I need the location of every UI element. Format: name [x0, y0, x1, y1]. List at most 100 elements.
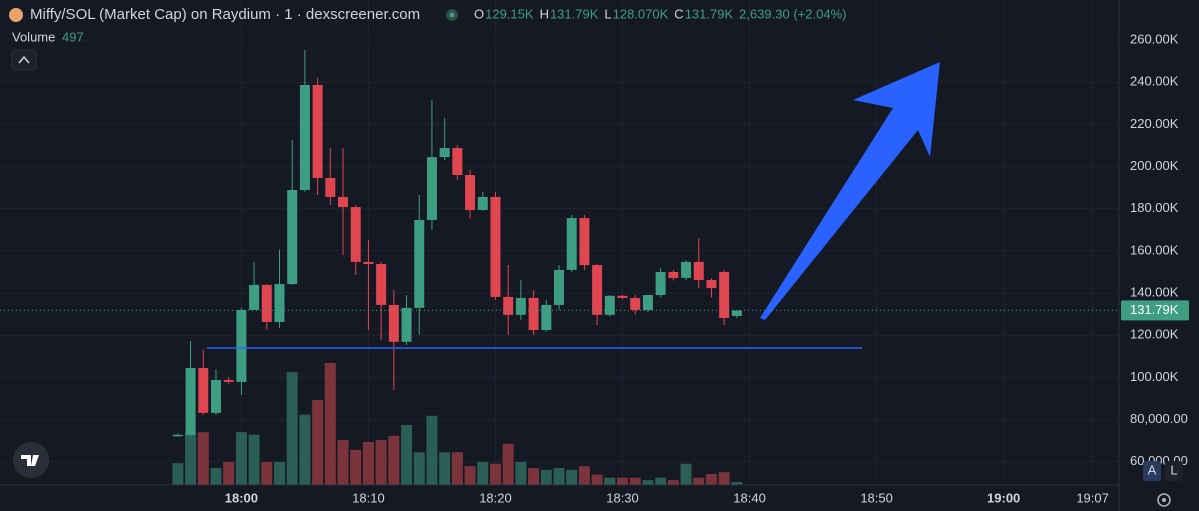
volume-bar [705, 474, 717, 485]
volume-bar [489, 463, 501, 485]
x-tick-label: 18:10 [352, 490, 385, 505]
volume-bar [312, 400, 324, 485]
volume-bar [528, 468, 540, 485]
volume-bar [274, 461, 285, 485]
candle-body [731, 310, 742, 316]
candle-body [223, 379, 234, 382]
candle-body [287, 189, 298, 285]
volume-bar [324, 363, 336, 485]
x-tick-label: 19:07 [1076, 490, 1109, 505]
volume-bar [693, 477, 705, 485]
candle-body [350, 207, 361, 262]
volume-bar [655, 477, 667, 485]
volume-bar [617, 477, 629, 485]
candle-body [503, 296, 514, 315]
volume-bar [362, 441, 374, 485]
candle-body [388, 304, 399, 342]
candle-body [541, 304, 552, 331]
candle-body [172, 434, 183, 437]
y-tick-label: 240.00K [1130, 74, 1179, 89]
y-tick-label: 260.00K [1130, 32, 1179, 47]
scale-button-label: L [1170, 462, 1177, 477]
arrow-annotation [760, 62, 940, 320]
candle-body [376, 264, 387, 305]
scale-button[interactable] [1165, 461, 1183, 481]
volume-bar [667, 480, 679, 485]
candle-body [554, 269, 564, 305]
candle-body [465, 175, 476, 211]
volume-layer [172, 363, 743, 485]
candle-body [236, 309, 247, 382]
x-tick-label: 19:00 [987, 490, 1020, 505]
volume-bar [604, 477, 616, 485]
candle-body [655, 272, 666, 296]
volume-bar [515, 461, 527, 485]
volume-bar [629, 477, 641, 485]
collapse-icon [18, 55, 30, 64]
volume-bar [464, 466, 476, 485]
volume-bar [235, 432, 247, 485]
y-tick-label: 100.00K [1130, 369, 1179, 384]
x-tick-label: 18:40 [733, 490, 766, 505]
candle-body [249, 284, 260, 310]
volume-bar [502, 443, 514, 485]
candle-body [681, 261, 692, 278]
y-tick-label: 120.00K [1130, 327, 1179, 342]
x-tick-label: 18:30 [606, 490, 639, 505]
volume-bar [388, 435, 400, 485]
last-price-label: 131.79K [1130, 302, 1179, 317]
volume-bar [578, 466, 590, 485]
scale-button-label: A [1148, 462, 1157, 477]
candle-body [452, 148, 463, 176]
candle-body [261, 284, 272, 322]
volume-label: Volume [12, 29, 55, 44]
volume-bar [680, 463, 692, 485]
token-logo [9, 8, 23, 22]
volume-bar [540, 469, 552, 485]
candle-body [579, 218, 590, 266]
candle-body [592, 265, 603, 315]
candle-body [630, 297, 641, 310]
volume-bar [261, 461, 273, 485]
volume-bar [197, 432, 209, 485]
volume-bar [642, 480, 654, 485]
candle-body [312, 84, 323, 178]
volume-bar [375, 440, 387, 485]
volume-bar [591, 474, 603, 485]
settings-icon[interactable] [1157, 493, 1171, 507]
legend-key: L [604, 6, 611, 21]
legend-value: 131.79K [685, 6, 734, 21]
candle-body [325, 177, 336, 197]
candle-body [210, 379, 221, 413]
candle-body [439, 148, 450, 158]
candle-body [515, 297, 526, 315]
candle-body [668, 272, 679, 278]
volume-bar [172, 463, 184, 485]
candle-body [642, 295, 653, 310]
volume-bar [477, 461, 489, 485]
volume-bar [731, 481, 743, 485]
collapse-button[interactable] [11, 49, 37, 71]
volume-bar [337, 440, 349, 485]
legend-value: 128.070K [613, 6, 669, 21]
candle-body [693, 261, 704, 281]
ohlc-legend: O 129.15K H 131.79K L 128.070K C 131.79K 2,639.3… [474, 6, 846, 21]
candle-body [604, 295, 615, 315]
candle-body [719, 272, 730, 318]
volume-bar [286, 372, 298, 485]
candle-body [274, 284, 285, 322]
candle-body [185, 367, 196, 435]
volume-bar [566, 469, 578, 485]
volume-bar [350, 449, 362, 485]
volume-bar [426, 415, 438, 485]
scale-button[interactable] [1143, 461, 1161, 481]
candle-body [477, 196, 488, 211]
y-tick-label: 220.00K [1130, 116, 1179, 131]
legend-key: O [474, 6, 484, 21]
candle-body [363, 261, 374, 265]
candle-body [706, 280, 717, 289]
y-tick-label: 140.00K [1130, 285, 1179, 300]
volume-bar [718, 472, 730, 485]
visibility-dot [449, 12, 455, 18]
